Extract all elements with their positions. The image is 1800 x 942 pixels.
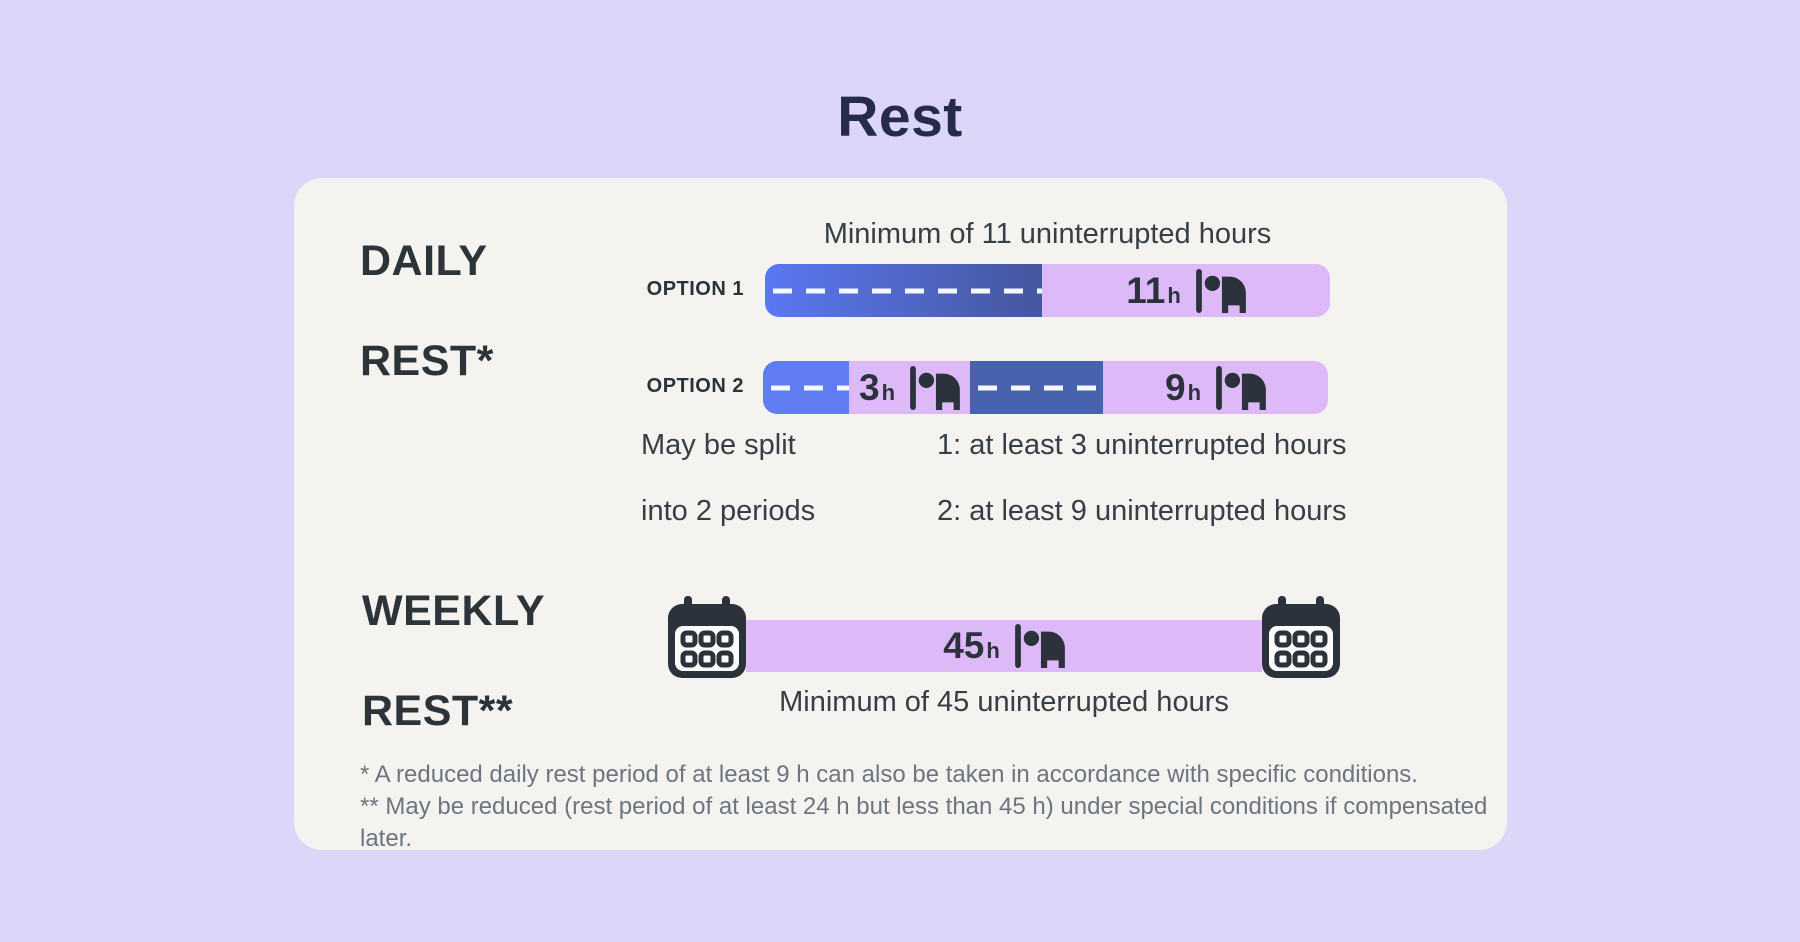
- dashed-timeline: [771, 385, 849, 390]
- bed-icon: [910, 365, 960, 410]
- split-note-line2: into 2 periods: [641, 495, 816, 527]
- option2-period2-number: 9: [1164, 366, 1186, 408]
- option2-period1-unit: h: [881, 379, 896, 405]
- period-note-line1: 1: at least 3 uninterrupted hours: [937, 429, 1347, 461]
- weekly-rest-hours: 45 h: [943, 624, 1065, 668]
- period-note-line2: 2: at least 9 uninterrupted hours: [937, 495, 1347, 527]
- option1-label: OPTION 1: [646, 278, 744, 300]
- hours-value: 11 h: [1126, 270, 1181, 312]
- bed-icon: [1216, 365, 1266, 410]
- option1-rest-hours: 11 h: [1126, 268, 1246, 313]
- calendar-icon: [668, 596, 746, 678]
- option2-label: OPTION 2: [646, 375, 744, 397]
- weekly-hours-number: 45: [943, 625, 985, 666]
- content-card: DAILY REST* Minimum of 11 uninterrupted …: [294, 178, 1507, 852]
- weekly-caption: Minimum of 45 uninterrupted hours: [779, 686, 1229, 718]
- daily-rest-heading-line1: DAILY: [360, 237, 488, 285]
- dashed-timeline: [978, 385, 1103, 390]
- page-title: Rest: [837, 85, 963, 149]
- dashed-timeline: [773, 288, 1042, 293]
- option1-hours-unit: h: [1167, 282, 1181, 308]
- option2-period2-unit: h: [1187, 379, 1202, 405]
- weekly-hours-unit: h: [986, 638, 1000, 663]
- weekly-rest-heading-line1: WEEKLY: [362, 587, 545, 635]
- option1-work-segment: [765, 264, 1042, 317]
- option2-work-segment-2: [970, 361, 1103, 414]
- option1-caption: Minimum of 11 uninterrupted hours: [823, 218, 1272, 250]
- daily-rest-heading: DAILY REST*: [360, 236, 494, 386]
- weekly-rest-segment: 45 h: [746, 620, 1262, 672]
- bed-icon: [1195, 268, 1246, 313]
- daily-rest-heading-line2: REST*: [360, 337, 494, 385]
- weekly-rest-bar: 45 h: [746, 620, 1262, 672]
- option2-period-notes: 1: at least 3 uninterrupted hours 2: at …: [937, 429, 1346, 528]
- option1-bar: 11 h: [765, 264, 1330, 317]
- split-note-line1: May be split: [641, 429, 796, 461]
- footnote-weekly: ** May be reduced (rest period of at lea…: [360, 793, 1488, 852]
- option2-period1-number: 3: [858, 366, 880, 408]
- footnotes: * A reduced daily rest period of at leas…: [360, 759, 1507, 855]
- weekly-rest-heading: WEEKLY REST**: [362, 586, 545, 736]
- hours-value: 45 h: [943, 625, 1000, 667]
- option1-rest-segment: 11 h: [1042, 264, 1330, 317]
- calendar-icon: [1262, 596, 1340, 678]
- weekly-rest-heading-line2: REST**: [362, 687, 514, 735]
- option2-split-note: May be split into 2 periods: [641, 429, 815, 528]
- option2-work-segment-1: [763, 361, 849, 414]
- option1-hours-number: 11: [1126, 269, 1166, 311]
- footnote-daily: * A reduced daily rest period of at leas…: [360, 761, 1418, 788]
- bed-icon: [1014, 624, 1065, 668]
